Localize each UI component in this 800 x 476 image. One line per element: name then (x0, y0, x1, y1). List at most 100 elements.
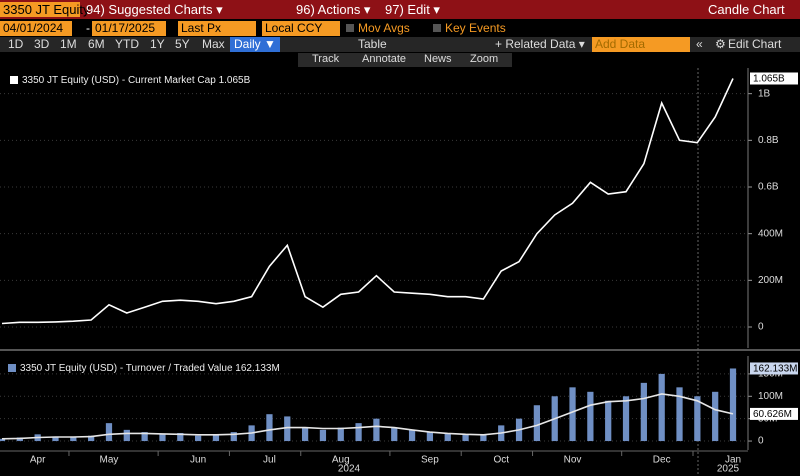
x-tick-label: Dec (653, 455, 671, 466)
bar (408, 429, 416, 442)
bar (444, 432, 451, 442)
bar (694, 396, 701, 442)
toggle[interactable]: Mov Avgs (358, 21, 410, 35)
bar (729, 368, 737, 442)
checkbox[interactable] (433, 24, 441, 32)
tool[interactable]: Annotate (362, 53, 407, 65)
value-label: 60.626M (753, 409, 792, 420)
y-tick-label: 200M (758, 275, 783, 286)
bar (462, 434, 469, 442)
bar (373, 418, 380, 442)
line (1, 78, 734, 325)
line (1, 393, 734, 440)
add-data-input[interactable]: Add Data (592, 37, 690, 52)
legend-text: 3350 JT Equity (USD) - Current Market Ca… (22, 75, 251, 86)
arrows-icon[interactable]: « (696, 37, 703, 51)
edit-chart[interactable]: Edit Chart (728, 37, 782, 51)
y-tick-label: 0.6B (758, 182, 779, 193)
bar (480, 434, 487, 442)
menu[interactable]: 97) Edit ▾ (385, 2, 440, 17)
bar (195, 435, 202, 442)
toggle[interactable]: Key Events (445, 21, 506, 35)
tools-panel (298, 53, 512, 67)
period-bar: Daily ▼ Table + Related Data ▾ Add Data … (0, 37, 800, 52)
title-bar: 3350 JT Equity 94) Suggested Charts ▾ 96… (0, 0, 800, 19)
bar (640, 382, 647, 442)
tools-bar: Track Annotate News Zoom (0, 52, 800, 68)
date-separator: - (86, 21, 90, 35)
period-button[interactable]: Max (202, 37, 225, 51)
y-tick-label: 0 (758, 322, 764, 333)
tool[interactable]: Zoom (470, 53, 499, 65)
value-label-box (750, 407, 798, 420)
period-button[interactable]: 1D (8, 37, 24, 51)
settings-bar: 04/01/2024 - 01/17/2025 Last Px Local CC… (0, 20, 800, 37)
end-date[interactable]: 01/17/2025 (92, 21, 166, 36)
x-tick-label: Sep (421, 455, 439, 466)
year-label: 2025 (717, 464, 740, 475)
tool[interactable]: News (424, 53, 452, 65)
bar (605, 400, 612, 442)
x-tick-label: Aug (332, 455, 350, 466)
legend-name: 3350 JT Equity (USD) - Turnover / Traded… (20, 363, 233, 374)
start-date[interactable]: 04/01/2024 (0, 21, 72, 36)
bar (319, 429, 327, 442)
related-data[interactable]: + Related Data ▾ (495, 37, 585, 51)
period-button[interactable]: 1Y (150, 37, 165, 51)
bar (123, 429, 130, 442)
bar (622, 396, 630, 442)
bar (0, 438, 6, 442)
bar (266, 414, 273, 442)
value-label: 162.133M (753, 364, 797, 375)
tool[interactable]: Track (312, 53, 340, 65)
menu[interactable]: 96) Actions ▾ (296, 2, 371, 17)
x-tick-label: May (100, 455, 119, 466)
bar (105, 423, 113, 442)
y-tick-label: 100M (758, 391, 783, 402)
period-button[interactable]: 3D (34, 37, 50, 51)
legend-swatch (8, 364, 16, 372)
legend-value: 162.133M (235, 363, 279, 374)
bar (587, 391, 594, 442)
legend-name: 3350 JT Equity (USD) - Current Market Ca… (22, 75, 216, 86)
period-button[interactable]: 1M (60, 37, 77, 51)
bar (301, 427, 309, 442)
y-tick-label: 0.8B (758, 135, 779, 146)
bar (16, 437, 23, 442)
checkbox[interactable] (346, 24, 354, 32)
bar (159, 434, 166, 442)
bar (212, 434, 220, 442)
y-tick-label: 0 (758, 436, 764, 447)
bar (355, 423, 362, 442)
settings-icon[interactable]: ⚙ (715, 37, 726, 51)
field-select[interactable]: Last Px (178, 21, 256, 36)
value-label-box (750, 72, 798, 85)
frequency-select[interactable]: Daily ▼ (230, 37, 280, 52)
legend-text: 3350 JT Equity (USD) - Turnover / Traded… (20, 363, 280, 374)
value-label: 1.065B (753, 74, 785, 85)
currency-select[interactable]: Local CCY (262, 21, 340, 36)
y-tick-label: 400M (758, 228, 783, 239)
x-tick-label: Jul (263, 455, 276, 466)
period-button[interactable]: YTD (115, 37, 139, 51)
legend-value: 1.065B (219, 75, 251, 86)
bar (426, 432, 434, 442)
menu[interactable]: 94) Suggested Charts ▾ (86, 2, 223, 17)
period-button[interactable]: 6M (88, 37, 105, 51)
bar (533, 405, 540, 442)
table-button[interactable]: Table (358, 37, 387, 51)
period-button[interactable]: 5Y (175, 37, 190, 51)
view-name: Candle Chart (708, 2, 785, 17)
legend-swatch (10, 76, 18, 84)
bar (284, 416, 291, 442)
x-tick-label: Nov (564, 455, 582, 466)
bar (569, 387, 576, 442)
x-tick-label: Apr (30, 455, 46, 466)
bar (141, 432, 148, 442)
bar (676, 387, 683, 442)
y-tick-label: 1B (758, 88, 771, 99)
x-tick-label: Oct (493, 455, 509, 466)
ticker[interactable]: 3350 JT Equity (0, 2, 89, 17)
